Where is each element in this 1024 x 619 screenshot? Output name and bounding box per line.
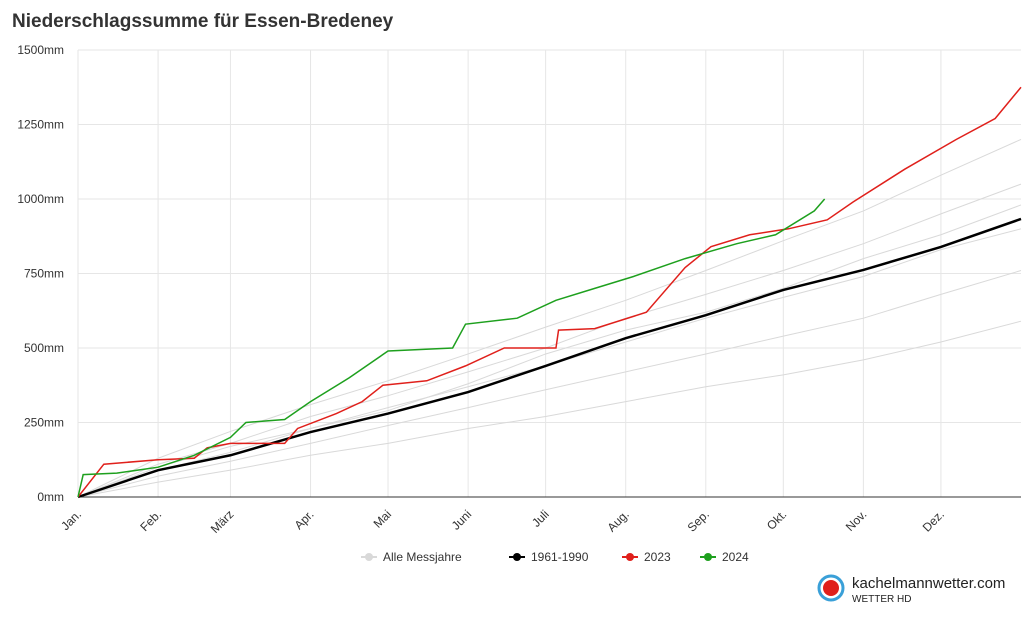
legend-marker	[704, 553, 712, 561]
legend-marker	[513, 553, 521, 561]
legend-label: 1961-1990	[531, 550, 589, 564]
history-line	[77, 183, 1022, 498]
logo-icon	[823, 580, 839, 596]
x-tick-label: Okt.	[764, 507, 789, 532]
logo: kachelmannwetter.com WETTER HD	[817, 574, 1005, 605]
grid	[77, 49, 1021, 498]
y-tick-label: 250mm	[24, 416, 64, 430]
x-tick-label: Apr.	[292, 507, 317, 532]
y-tick-label: 1250mm	[17, 118, 64, 132]
x-tick-label: Juli	[529, 507, 552, 530]
legend-item: Alle Messjahre	[361, 550, 462, 564]
legend-label: 2023	[644, 550, 671, 564]
x-tick-label: Juni	[449, 507, 474, 532]
x-tick-label: März	[208, 507, 237, 536]
history-line	[77, 320, 1022, 498]
y-tick-label: 1500mm	[17, 43, 64, 57]
legend-label: 2024	[722, 550, 749, 564]
series-line	[77, 198, 826, 498]
x-tick-label: Mai	[371, 507, 395, 531]
legend-label: Alle Messjahre	[383, 550, 462, 564]
logo-sub: WETTER HD	[852, 594, 911, 605]
logo-brand: kachelmannwetter.com	[852, 575, 1005, 592]
legend-item: 1961-1990	[509, 550, 589, 564]
history-line	[77, 138, 1022, 498]
legend-item: 2024	[700, 550, 749, 564]
legend-item: 2023	[622, 550, 671, 564]
y-tick-label: 1000mm	[17, 192, 64, 206]
chart-title: Niederschlagssumme für Essen-Bredeney	[12, 11, 394, 32]
legend-marker	[626, 553, 634, 561]
x-tick-label: Sep.	[685, 507, 712, 534]
history-line	[77, 204, 1022, 498]
x-tick-label: Nov.	[843, 507, 870, 534]
x-tick-label: Dez.	[920, 507, 947, 534]
x-tick-label: Aug.	[604, 507, 631, 534]
y-tick-label: 0mm	[37, 490, 64, 504]
legend-marker	[365, 553, 373, 561]
series-line	[77, 217, 1022, 499]
x-tick-label: Jan.	[58, 507, 84, 533]
y-tick-label: 500mm	[24, 341, 64, 355]
series-line	[77, 86, 1022, 498]
x-tick-label: Feb.	[137, 507, 164, 534]
history-line	[77, 270, 1022, 498]
y-tick-label: 750mm	[24, 267, 64, 281]
